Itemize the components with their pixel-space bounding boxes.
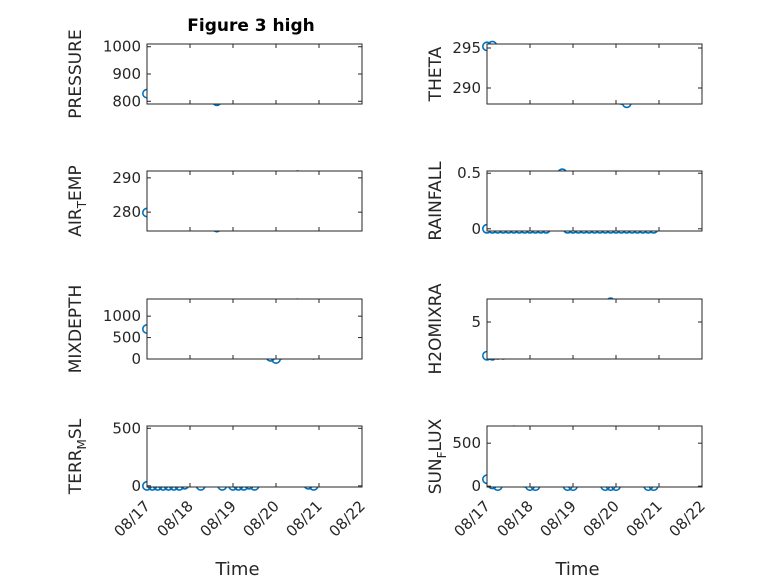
y-tick-label: 290 xyxy=(452,79,481,97)
y-axis-label: MIXDEPTH xyxy=(66,285,86,374)
axes-frame xyxy=(146,298,363,360)
y-tick-label: 500 xyxy=(112,419,141,437)
y-tick-label: 5 xyxy=(471,313,481,331)
y-tick-label: 0 xyxy=(131,477,141,495)
y-tick-label: 1000 xyxy=(103,307,141,325)
x-axis-label: Time xyxy=(214,559,259,580)
axes-frame xyxy=(486,298,703,360)
y-axis-label: RAINFALL xyxy=(426,161,446,241)
y-tick-label: 295 xyxy=(452,39,481,57)
x-axis-label: Time xyxy=(554,559,599,580)
y-axis-label: AIRTEMP xyxy=(66,165,89,236)
y-tick-label: 900 xyxy=(112,65,141,83)
y-axis-label: SUNFLUX xyxy=(426,418,449,494)
axes-frame xyxy=(146,43,363,105)
subplot-rainfall: 0 0.5 RAINFALL xyxy=(426,161,703,241)
axes-frame xyxy=(486,170,703,232)
figure-title: Figure 3 high xyxy=(187,16,315,36)
subplot-pressure: 800 900 1000 PRESSURE xyxy=(66,29,363,119)
axes-frame xyxy=(146,425,363,488)
subplot-theta: 290 295 THETA xyxy=(426,39,703,109)
subplot-air-temp: 280 290 AIRTEMP xyxy=(66,165,363,237)
y-tick-label: 1000 xyxy=(103,38,141,56)
y-tick-label: 0 xyxy=(131,350,141,368)
axes-frame xyxy=(486,43,703,105)
y-tick-label: 0 xyxy=(471,477,481,495)
y-tick-label: 0.5 xyxy=(457,164,481,182)
axes-frame xyxy=(486,425,703,488)
y-axis-label: H2OMIXRA xyxy=(426,283,446,374)
subplot-h2omixra: 5 H2OMIXRA xyxy=(426,283,703,375)
subplots-layer: 800 900 1000 PRESSURE 290 295 THETA 280 290 AIRTE… xyxy=(66,29,709,580)
y-tick-label: 280 xyxy=(112,203,141,221)
y-axis-label: PRESSURE xyxy=(66,29,86,118)
y-axis-label: TERRMSL xyxy=(66,418,89,495)
y-tick-label: 500 xyxy=(112,329,141,347)
y-tick-label: 500 xyxy=(452,434,481,452)
subplot-mixdepth: 0 500 1000 MIXDEPTH xyxy=(66,285,363,374)
y-tick-label: 290 xyxy=(112,169,141,187)
y-tick-label: 800 xyxy=(112,92,141,110)
axes-frame xyxy=(146,170,363,232)
y-tick-label: 0 xyxy=(471,220,481,238)
y-axis-label: THETA xyxy=(426,46,446,102)
